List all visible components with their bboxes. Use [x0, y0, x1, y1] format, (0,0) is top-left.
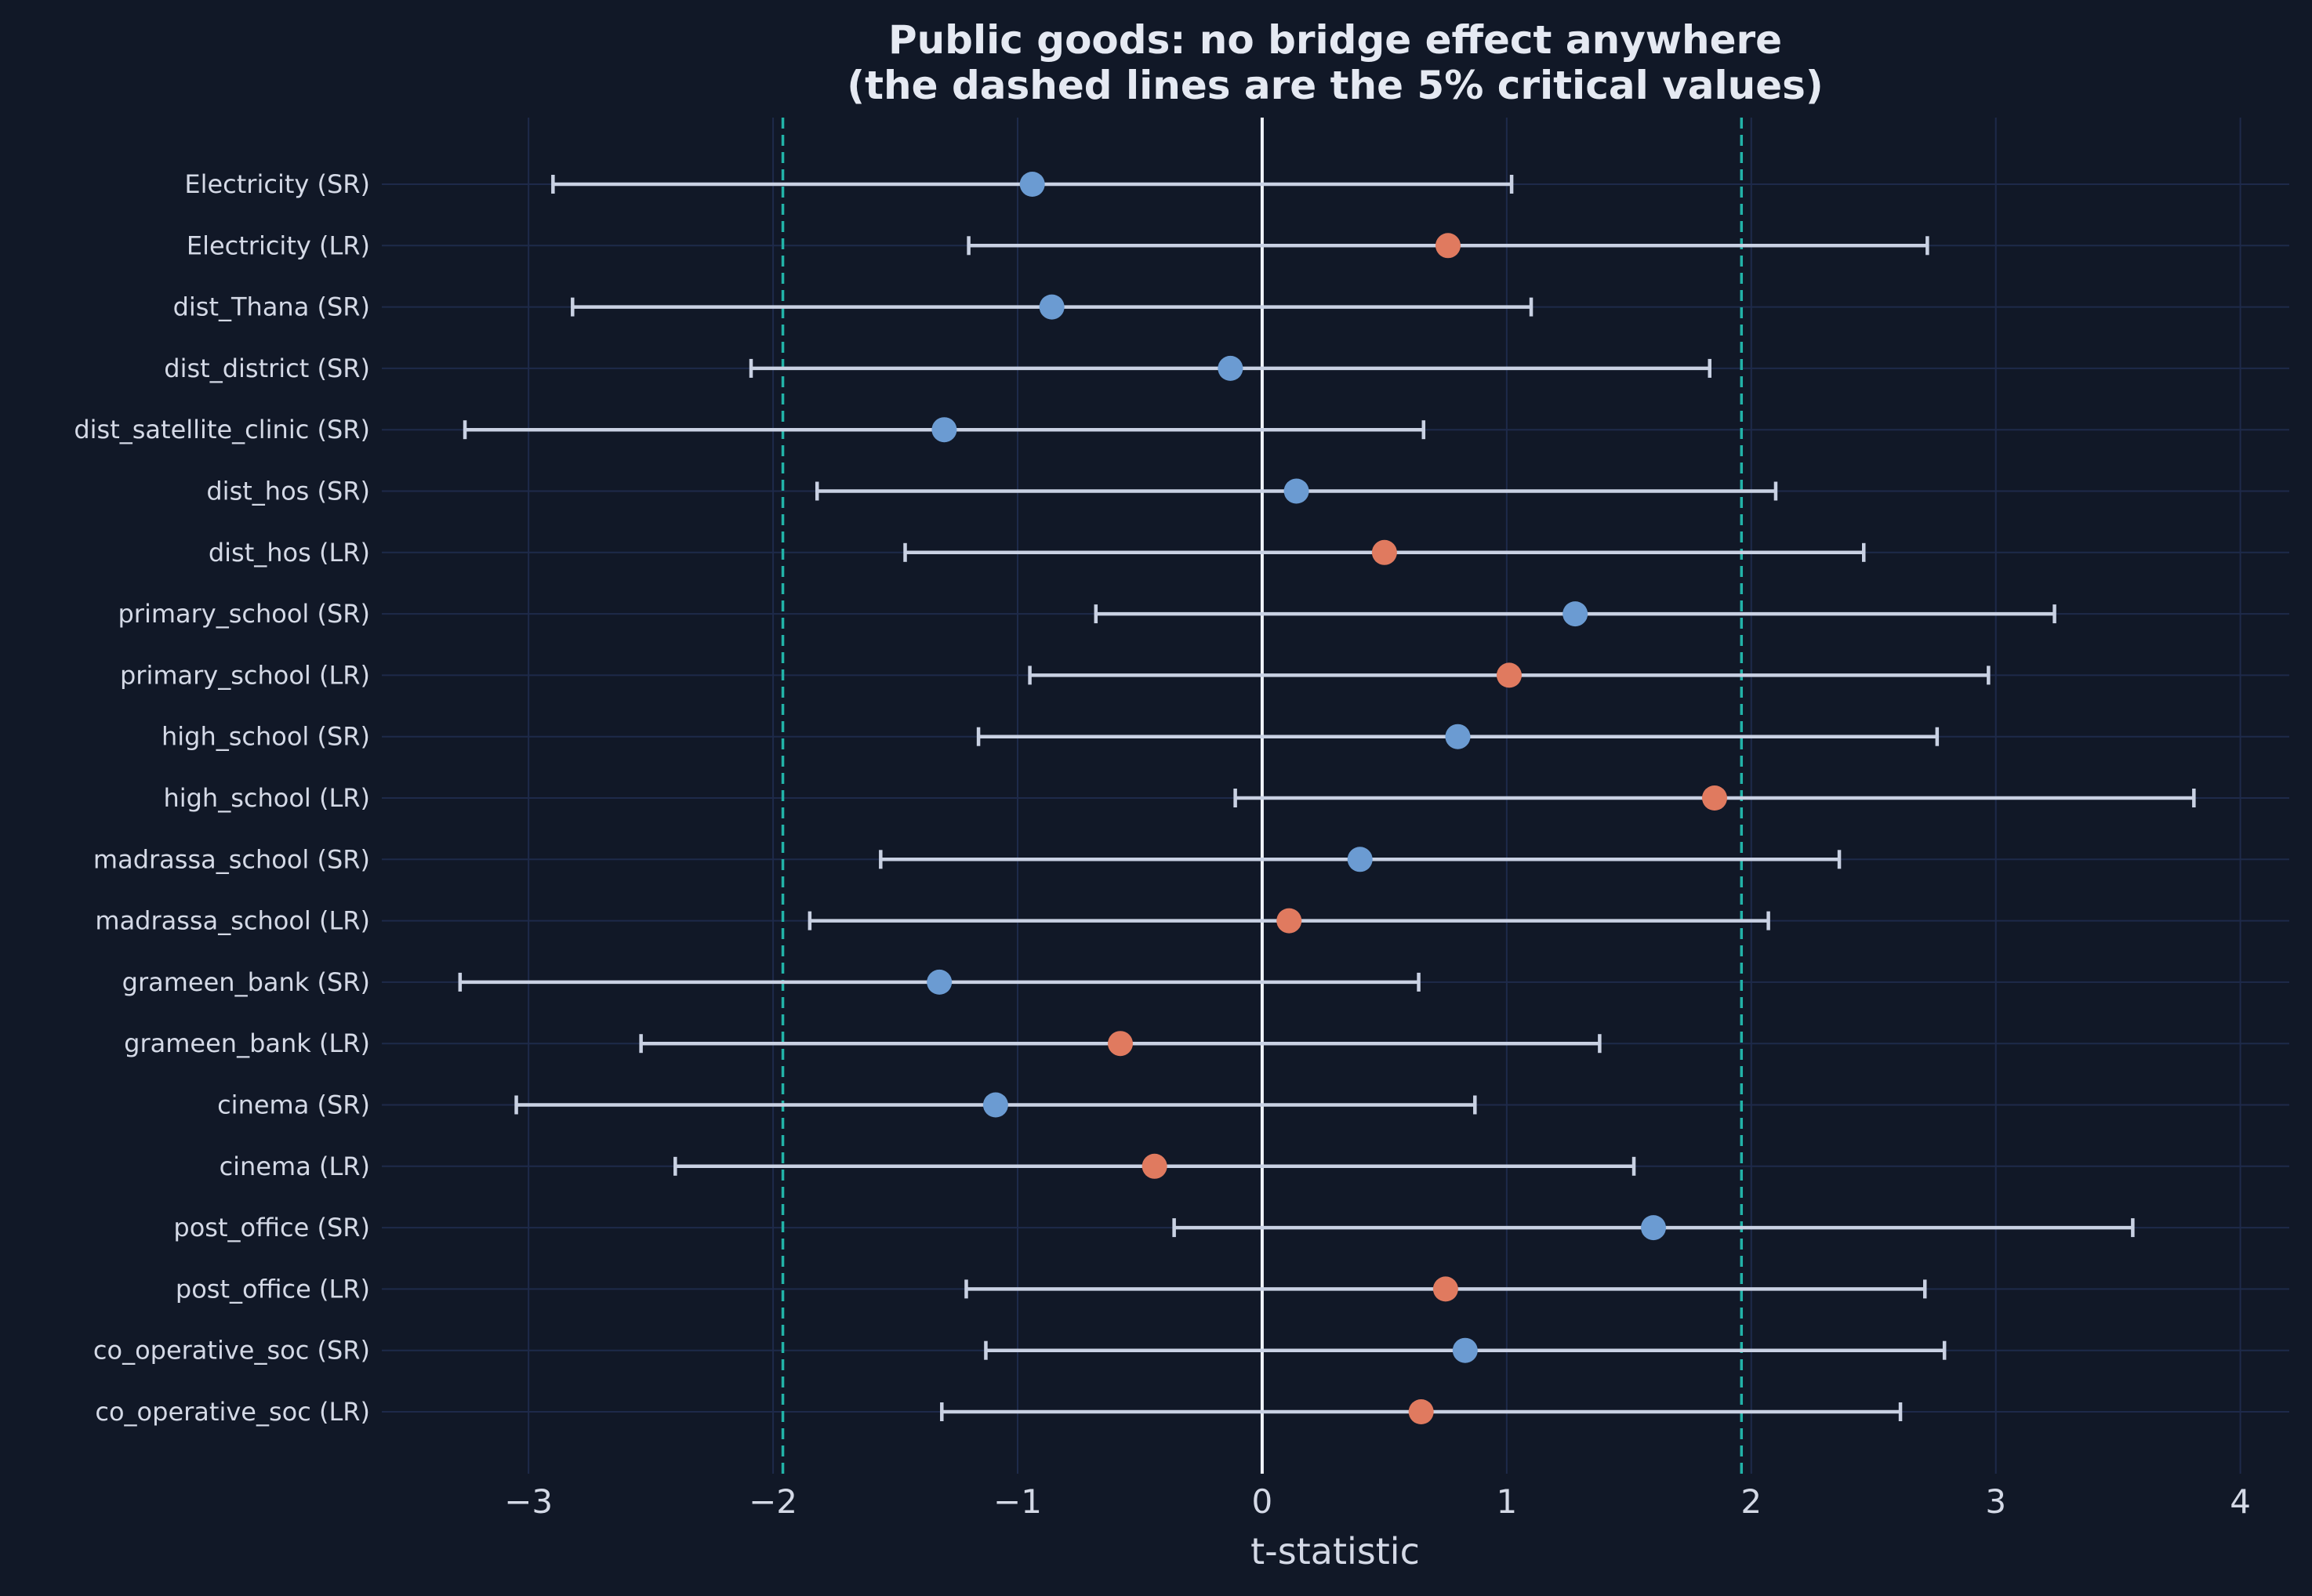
x-tick-label: −1 — [993, 1482, 1042, 1521]
x-tick-label: 0 — [1252, 1482, 1273, 1521]
y-tick-label: grameen_bank (SR) — [122, 967, 370, 997]
y-tick-label: high_school (LR) — [163, 783, 370, 813]
y-tick-label: dist_hos (SR) — [206, 477, 370, 506]
y-tick-labels: Electricity (SR) Electricity (LR) dist_Tha… — [74, 169, 370, 1427]
point-sr — [1563, 601, 1588, 627]
point-sr — [927, 969, 953, 995]
y-tick-label: post_office (SR) — [173, 1213, 370, 1242]
point-sr — [1641, 1215, 1666, 1241]
point-lr — [1435, 233, 1461, 259]
y-tick-label: cinema (SR) — [217, 1090, 370, 1120]
y-tick-label: cinema (LR) — [220, 1152, 370, 1181]
y-tick-label: dist_Thana (SR) — [173, 292, 370, 322]
x-axis-label: t-statistic — [1250, 1530, 1420, 1572]
x-tick-label: 1 — [1496, 1482, 1517, 1521]
point-sr — [1039, 294, 1065, 320]
chart-title: Public goods: no bridge effect anywhere — [888, 17, 1782, 63]
point-lr — [1701, 785, 1727, 811]
y-tick-label: dist_satellite_clinic (SR) — [74, 415, 370, 444]
point-sr — [1283, 478, 1309, 504]
y-tick-label: high_school (SR) — [162, 722, 370, 752]
y-tick-label: madrassa_school (LR) — [95, 906, 370, 936]
point-lr — [1141, 1153, 1167, 1179]
point-sr — [1452, 1337, 1478, 1363]
point-lr — [1276, 908, 1302, 934]
y-tick-label: co_operative_soc (LR) — [95, 1397, 370, 1427]
y-tick-label: primary_school (LR) — [120, 660, 370, 690]
x-tick-label: 4 — [2230, 1482, 2251, 1521]
x-tick-labels: −3 −2 −1 0 1 2 3 4 — [504, 1482, 2251, 1521]
y-tick-label: co_operative_soc (SR) — [93, 1336, 370, 1366]
y-tick-label: grameen_bank (LR) — [124, 1028, 370, 1058]
y-tick-label: madrassa_school (SR) — [93, 844, 370, 874]
y-tick-label: dist_hos (LR) — [209, 538, 370, 568]
point-lr — [1408, 1399, 1434, 1424]
point-sr — [982, 1092, 1008, 1118]
chart-subtitle: (the dashed lines are the 5% critical va… — [847, 63, 1823, 108]
points — [927, 172, 1727, 1424]
point-sr — [1347, 847, 1373, 872]
point-lr — [1432, 1276, 1458, 1302]
reference-lines — [781, 118, 1744, 1474]
point-sr — [1019, 172, 1045, 197]
y-tick-label: Electricity (LR) — [187, 230, 370, 260]
point-lr — [1108, 1031, 1134, 1057]
x-tick-label: −3 — [504, 1482, 553, 1521]
point-lr — [1496, 662, 1522, 688]
y-tick-label: primary_school (SR) — [118, 599, 370, 629]
point-sr — [931, 417, 957, 443]
y-tick-label: Electricity (SR) — [184, 169, 370, 199]
point-lr — [1371, 539, 1397, 565]
point-sr — [1218, 355, 1243, 381]
x-tick-label: −2 — [749, 1482, 797, 1521]
x-tick-label: 2 — [1740, 1482, 1762, 1521]
x-tick-label: 3 — [1985, 1482, 2006, 1521]
y-tick-label: post_office (LR) — [176, 1274, 370, 1304]
y-tick-label: dist_district (SR) — [164, 354, 370, 383]
point-sr — [1445, 724, 1471, 749]
